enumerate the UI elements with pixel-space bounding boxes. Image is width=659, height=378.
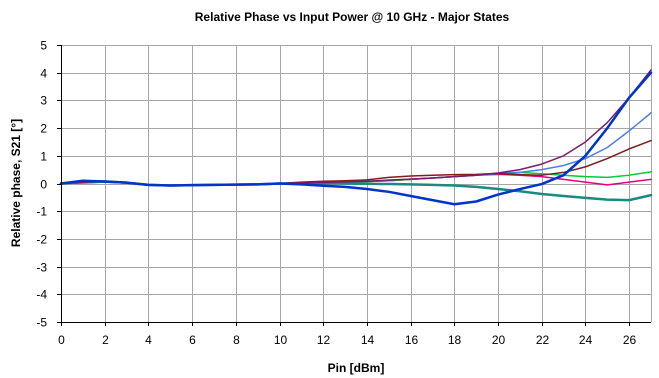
y-tick-label: 5 [40, 39, 47, 53]
x-tick-label: 12 [317, 333, 331, 347]
y-tick-label: 0 [40, 178, 47, 192]
series-line-7 [59, 71, 653, 206]
x-tick-label: 16 [405, 333, 419, 347]
y-tick-label: 2 [40, 122, 47, 136]
y-axis-label: Relative phase, S21 [°] [9, 119, 23, 247]
y-tick-label: 1 [40, 150, 47, 164]
x-tick-label: 22 [536, 333, 550, 347]
x-tick-label: 26 [623, 333, 637, 347]
axis-layer [57, 45, 651, 326]
x-tick-label: 2 [102, 333, 109, 347]
x-tick-label: 4 [145, 333, 152, 347]
y-tick-label: 3 [40, 94, 47, 108]
y-tick-label: -4 [36, 288, 47, 302]
x-tick-label: 24 [579, 333, 593, 347]
x-tick-label: 0 [58, 333, 65, 347]
x-tick-label: 8 [233, 333, 240, 347]
y-tick-label: -2 [36, 233, 47, 247]
series-layer [59, 69, 653, 206]
x-tick-label: 14 [361, 333, 375, 347]
x-axis-label: Pin [dBm] [328, 361, 385, 375]
y-tick-label: -3 [36, 261, 47, 275]
grid-layer [61, 45, 652, 323]
x-tick-label: 6 [189, 333, 196, 347]
chart-title: Relative Phase vs Input Power @ 10 GHz -… [195, 10, 510, 24]
x-tick-label: 10 [274, 333, 288, 347]
y-tick-label: -5 [36, 316, 47, 330]
series-line-6 [60, 69, 652, 187]
y-tick-label: -1 [36, 205, 47, 219]
y-tick-label: 4 [40, 67, 47, 81]
x-tick-label: 20 [492, 333, 506, 347]
x-tick-label: 18 [448, 333, 462, 347]
